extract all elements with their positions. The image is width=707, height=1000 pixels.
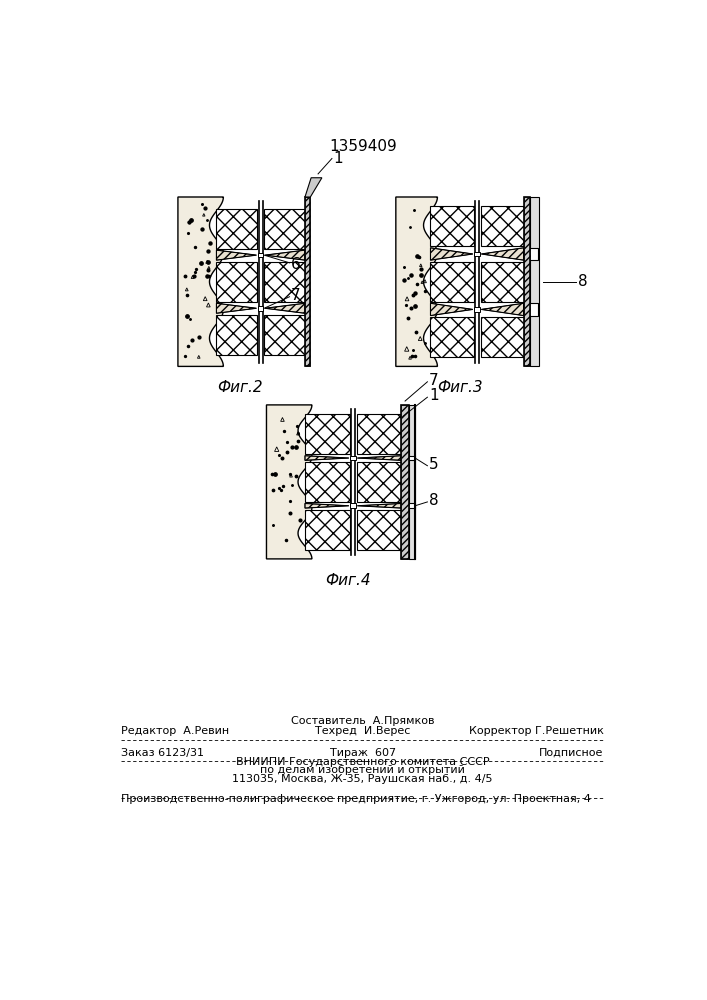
Text: 1359409: 1359409 bbox=[329, 139, 397, 154]
Text: 8: 8 bbox=[578, 274, 588, 289]
Text: 1: 1 bbox=[429, 388, 438, 403]
Text: Подписное: Подписное bbox=[539, 748, 604, 758]
Text: Корректор Г.Решетник: Корректор Г.Решетник bbox=[469, 726, 604, 736]
Polygon shape bbox=[216, 250, 257, 260]
Text: 7: 7 bbox=[291, 288, 300, 303]
Polygon shape bbox=[481, 303, 524, 316]
Polygon shape bbox=[267, 405, 312, 559]
Polygon shape bbox=[481, 248, 524, 260]
Bar bbox=[356, 462, 402, 502]
Polygon shape bbox=[178, 197, 223, 366]
Bar bbox=[305, 510, 350, 550]
Bar bbox=[216, 262, 257, 302]
Text: ВНИИПИ Государственного комитета СССР: ВНИИПИ Государственного комитета СССР bbox=[236, 757, 489, 767]
Polygon shape bbox=[265, 303, 305, 313]
Bar bbox=[216, 209, 257, 249]
Bar bbox=[216, 315, 257, 355]
Text: Редактор  А.Ревин: Редактор А.Ревин bbox=[121, 726, 229, 736]
Text: 7: 7 bbox=[429, 373, 438, 388]
Bar bbox=[474, 307, 480, 312]
Bar bbox=[431, 317, 474, 357]
Polygon shape bbox=[431, 248, 473, 260]
Bar bbox=[474, 252, 480, 256]
Text: Фиг.3: Фиг.3 bbox=[437, 380, 483, 395]
Polygon shape bbox=[357, 456, 402, 460]
Polygon shape bbox=[409, 405, 415, 559]
Bar bbox=[305, 414, 350, 454]
Bar bbox=[481, 317, 524, 357]
Text: Техред  И.Верес: Техред И.Верес bbox=[315, 726, 410, 736]
Bar bbox=[524, 197, 530, 366]
Bar bbox=[305, 197, 310, 366]
Polygon shape bbox=[305, 178, 322, 197]
Text: 1: 1 bbox=[334, 151, 343, 166]
Bar bbox=[431, 206, 474, 246]
Bar bbox=[356, 414, 402, 454]
Polygon shape bbox=[216, 303, 257, 313]
Bar bbox=[524, 197, 530, 366]
Bar bbox=[258, 306, 264, 311]
Bar bbox=[305, 197, 310, 366]
Polygon shape bbox=[431, 303, 473, 316]
Text: Фиг.2: Фиг.2 bbox=[218, 380, 263, 395]
Bar bbox=[402, 405, 409, 559]
Polygon shape bbox=[530, 197, 539, 366]
Bar bbox=[351, 456, 356, 460]
Bar bbox=[481, 206, 524, 246]
Text: по делам изобретений и открытий: по делам изобретений и открытий bbox=[260, 765, 465, 775]
Text: Производственно-полиграфическое предприятие, г. Ужгород, ул. Проектная, 4: Производственно-полиграфическое предприя… bbox=[121, 794, 591, 804]
Bar bbox=[305, 462, 350, 502]
Bar bbox=[356, 510, 402, 550]
Bar bbox=[264, 262, 305, 302]
Bar bbox=[402, 405, 409, 559]
Text: Заказ 6123/31: Заказ 6123/31 bbox=[121, 748, 204, 758]
Bar bbox=[431, 262, 474, 302]
Bar bbox=[481, 262, 524, 302]
Polygon shape bbox=[305, 456, 349, 460]
Text: Составитель  А.Прямков: Составитель А.Прямков bbox=[291, 716, 435, 726]
Bar bbox=[258, 253, 264, 257]
Polygon shape bbox=[396, 197, 438, 366]
Bar bbox=[351, 503, 356, 508]
Polygon shape bbox=[357, 503, 402, 508]
Bar bbox=[264, 209, 305, 249]
Text: 113035, Москва, Ж-35, Раушская наб., д. 4/5: 113035, Москва, Ж-35, Раушская наб., д. … bbox=[233, 774, 493, 784]
Text: Тираж  607: Тираж 607 bbox=[329, 748, 396, 758]
Polygon shape bbox=[265, 250, 305, 260]
Text: 6: 6 bbox=[291, 257, 301, 272]
Text: 8: 8 bbox=[429, 493, 438, 508]
Text: 5: 5 bbox=[429, 457, 438, 472]
Bar bbox=[264, 315, 305, 355]
Text: Фиг.4: Фиг.4 bbox=[325, 573, 371, 588]
Polygon shape bbox=[305, 503, 349, 508]
